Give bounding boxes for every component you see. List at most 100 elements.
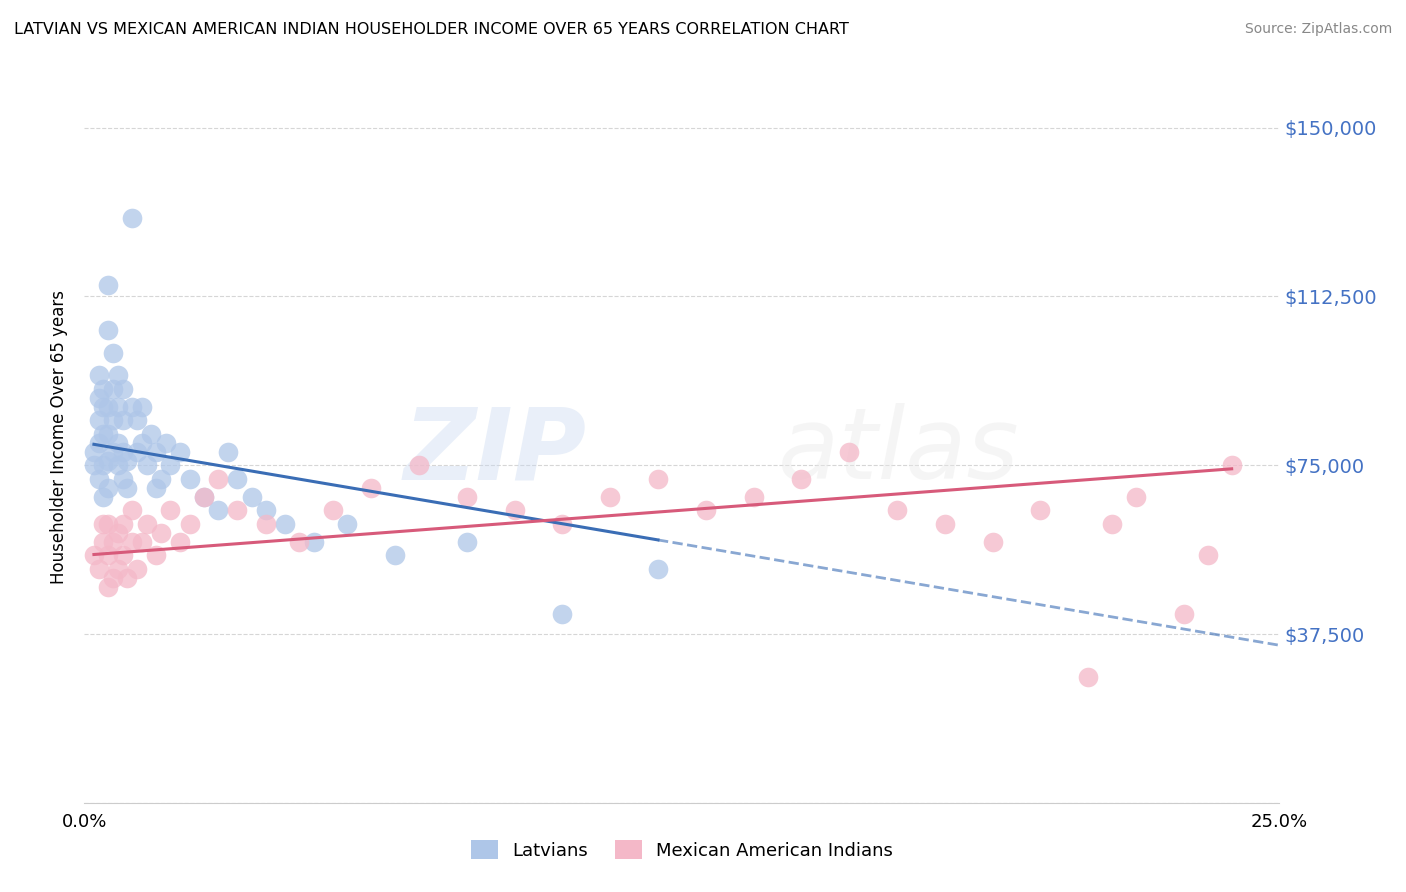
Point — [111, 382, 134, 396]
Point — [101, 534, 124, 549]
Point — [226, 472, 249, 486]
Point — [179, 472, 201, 486]
Point — [93, 426, 115, 441]
Point — [695, 503, 717, 517]
Point — [207, 503, 229, 517]
Point — [408, 458, 430, 473]
Text: LATVIAN VS MEXICAN AMERICAN INDIAN HOUSEHOLDER INCOME OVER 65 YEARS CORRELATION : LATVIAN VS MEXICAN AMERICAN INDIAN HOUSE… — [14, 22, 849, 37]
Point — [1029, 503, 1052, 517]
Point — [87, 413, 110, 427]
Point — [93, 534, 115, 549]
Point — [111, 548, 134, 562]
Text: ZIP: ZIP — [404, 403, 586, 500]
Point — [1173, 607, 1195, 621]
Point — [125, 413, 148, 427]
Point — [886, 503, 908, 517]
Point — [83, 548, 105, 562]
Point — [101, 382, 124, 396]
Point — [159, 458, 181, 473]
Text: Source: ZipAtlas.com: Source: ZipAtlas.com — [1244, 22, 1392, 37]
Point — [107, 368, 129, 383]
Point — [322, 503, 344, 517]
Legend: Latvians, Mexican American Indians: Latvians, Mexican American Indians — [464, 833, 900, 867]
Point — [838, 444, 860, 458]
Point — [107, 435, 129, 450]
Point — [336, 516, 359, 531]
Point — [1197, 548, 1219, 562]
Point — [135, 458, 157, 473]
Point — [1125, 490, 1147, 504]
Point — [503, 503, 526, 517]
Point — [145, 481, 167, 495]
Point — [97, 516, 120, 531]
Point — [226, 503, 249, 517]
Point — [551, 607, 574, 621]
Point — [93, 490, 115, 504]
Point — [193, 490, 215, 504]
Point — [87, 391, 110, 405]
Point — [111, 444, 134, 458]
Point — [1220, 458, 1243, 473]
Point — [101, 444, 124, 458]
Point — [97, 481, 120, 495]
Point — [1077, 670, 1099, 684]
Point — [83, 444, 105, 458]
Point — [193, 490, 215, 504]
Point — [149, 525, 172, 540]
Point — [207, 472, 229, 486]
Point — [155, 435, 177, 450]
Point — [97, 426, 120, 441]
Point — [288, 534, 311, 549]
Point — [93, 382, 115, 396]
Point — [360, 481, 382, 495]
Point — [254, 503, 277, 517]
Point — [125, 562, 148, 576]
Point — [159, 503, 181, 517]
Point — [647, 472, 669, 486]
Point — [107, 562, 129, 576]
Point — [169, 444, 191, 458]
Point — [131, 435, 153, 450]
Point — [97, 453, 120, 467]
Point — [117, 453, 139, 467]
Point — [101, 571, 124, 585]
Point — [87, 368, 110, 383]
Point — [107, 400, 129, 414]
Y-axis label: Householder Income Over 65 years: Householder Income Over 65 years — [51, 290, 69, 584]
Point — [217, 444, 239, 458]
Point — [121, 534, 143, 549]
Point — [790, 472, 813, 486]
Point — [97, 548, 120, 562]
Point — [145, 548, 167, 562]
Point — [240, 490, 263, 504]
Point — [647, 562, 669, 576]
Point — [83, 458, 105, 473]
Point — [179, 516, 201, 531]
Text: atlas: atlas — [778, 403, 1019, 500]
Point — [121, 503, 143, 517]
Point — [93, 516, 115, 531]
Point — [135, 516, 157, 531]
Point — [125, 444, 148, 458]
Point — [1101, 516, 1123, 531]
Point — [169, 534, 191, 549]
Point — [93, 400, 115, 414]
Point — [87, 435, 110, 450]
Point — [121, 211, 143, 225]
Point — [87, 472, 110, 486]
Point — [111, 472, 134, 486]
Point — [111, 413, 134, 427]
Point — [101, 413, 124, 427]
Point — [101, 345, 124, 359]
Point — [145, 444, 167, 458]
Point — [117, 571, 139, 585]
Point — [97, 400, 120, 414]
Point — [274, 516, 297, 531]
Point — [93, 458, 115, 473]
Point — [934, 516, 956, 531]
Point — [149, 472, 172, 486]
Point — [121, 400, 143, 414]
Point — [131, 534, 153, 549]
Point — [141, 426, 163, 441]
Point — [384, 548, 406, 562]
